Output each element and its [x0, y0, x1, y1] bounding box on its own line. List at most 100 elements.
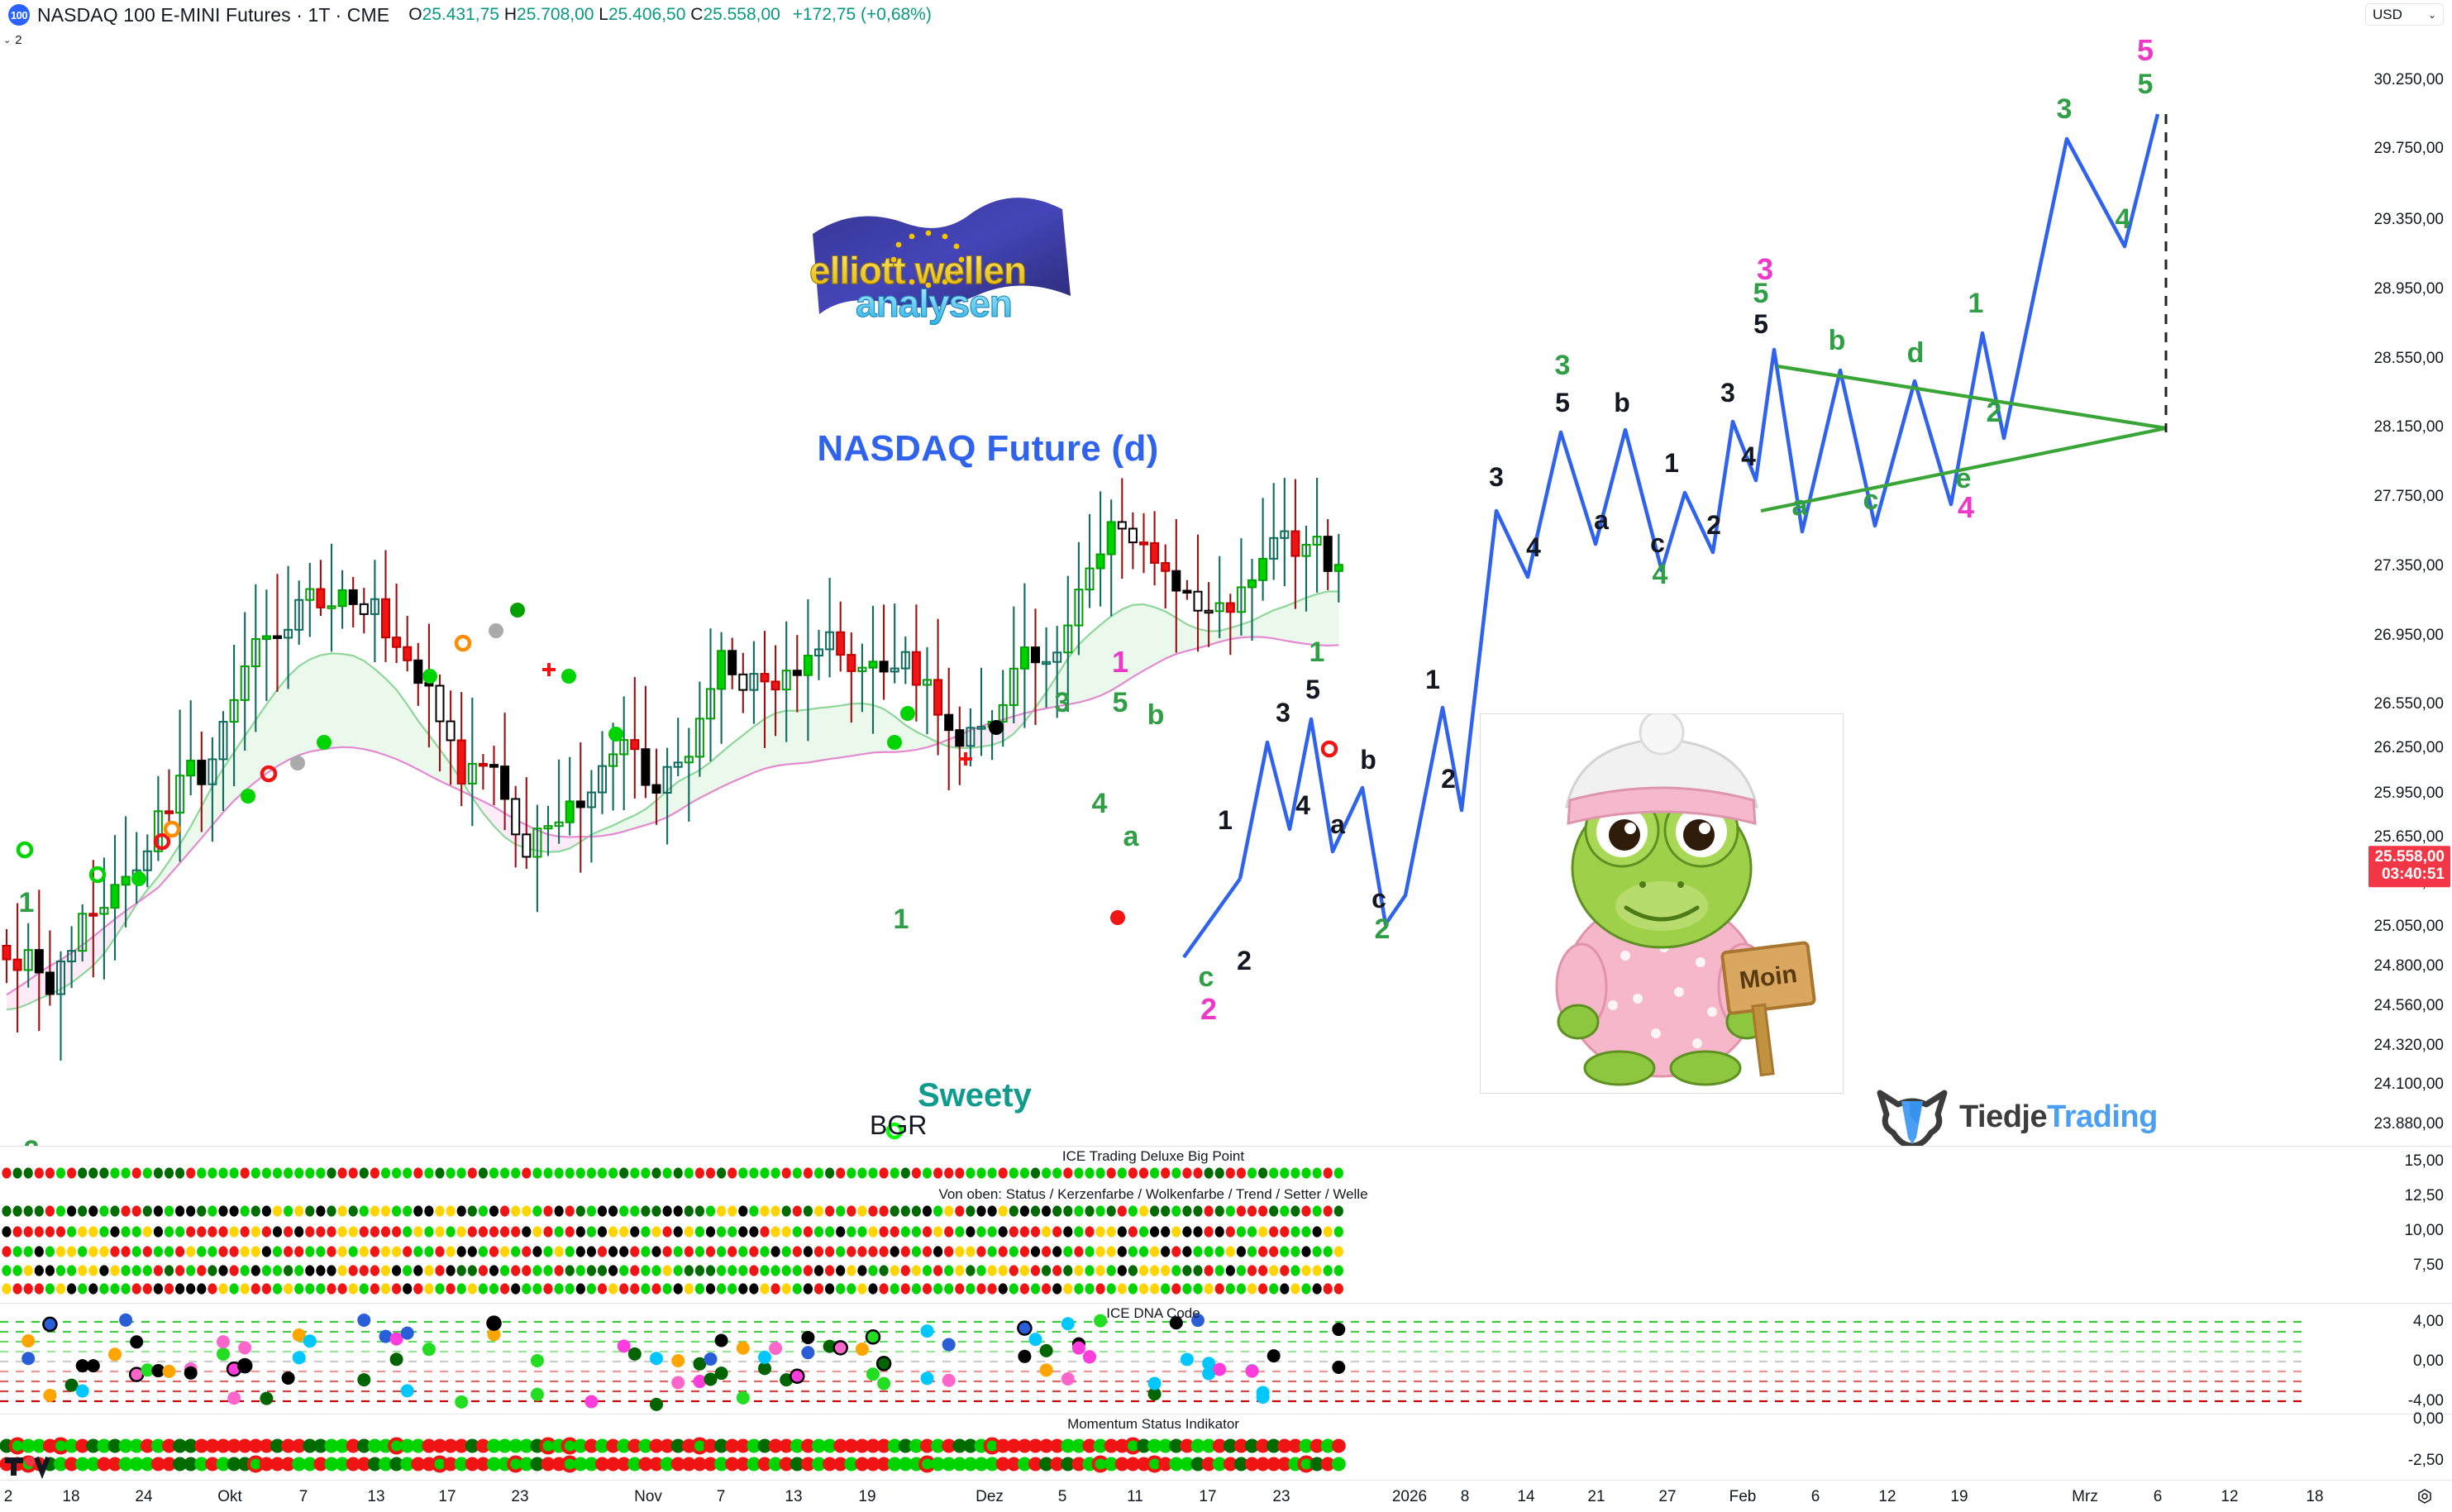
wave-label: 1 [1309, 637, 1325, 668]
pane-ice-trading-deluxe-big-point[interactable]: ICE Trading Deluxe Big Point Von oben: S… [0, 1146, 2307, 1303]
open-label: O [408, 5, 422, 24]
time-tick: Dez [976, 1488, 1004, 1505]
triangle-trendlines [1760, 114, 2168, 513]
momentum-dot-row [0, 1437, 1346, 1473]
price-tick: 24.560,00 [2373, 996, 2444, 1014]
elliott-wave-labels: 121351b4ac2123451abc2123453bac41234553bd… [19, 15, 2160, 1146]
sweety-annotation: Sweety [918, 1077, 1032, 1114]
price-tick: 25.950,00 [2373, 785, 2444, 803]
pane-momentum-status-indikator[interactable]: Momentum Status Indikator [0, 1414, 2307, 1480]
price-tick: 27.350,00 [2373, 556, 2444, 575]
pane1-title: ICE Trading Deluxe Big Point [1061, 1148, 1245, 1164]
time-tick: Okt [217, 1488, 242, 1505]
current-price-marker: 25.558,00 03:40:51 [2369, 846, 2450, 887]
mascot-image: Moin [1480, 713, 1844, 1094]
chart-header-bar: 100 NASDAQ 100 E-MINI Futures · 1T · CME… [0, 0, 2452, 30]
wave-label: 4 [1295, 790, 1310, 820]
pane3-tick: 0,00 [2413, 1410, 2444, 1428]
wave-label: 4 [1741, 441, 1756, 471]
tiedje-text-a: Tiedje [1959, 1099, 2048, 1134]
pane1-subtitle: Von oben: Status / Kerzenfarbe / Wolkenf… [938, 1186, 1368, 1202]
wave-label: 1 [1425, 665, 1440, 694]
wave-label: 5 [1753, 309, 1768, 339]
tiedje-text-b: Trading [2047, 1099, 2158, 1134]
wave-label: 2 [1441, 764, 1456, 794]
pane-ice-dna-code[interactable]: ICE DNA Code [0, 1303, 2307, 1414]
price-tick: 28.550,00 [2373, 349, 2444, 367]
time-tick: 12 [2221, 1488, 2239, 1505]
price-tick: 23.880,00 [2373, 1115, 2444, 1133]
time-tick: 11 [1127, 1488, 1143, 1505]
wave-label: 5 [1753, 278, 1769, 309]
wave-label: 4 [1958, 490, 1974, 524]
price-chart-svg: 121351b4ac2123451abc2123453bac41234553bd… [2, 15, 2168, 1146]
pane2-scale: 4,00 0,00 -4,00 [2307, 1303, 2452, 1414]
time-tick: 2026 [1391, 1488, 1428, 1505]
tradingview-logo[interactable] [5, 1451, 55, 1480]
time-tick: Feb [1729, 1488, 1757, 1505]
high-label: H [503, 5, 518, 24]
wave-label: a [1330, 809, 1345, 839]
currency-label: USD [2373, 6, 2402, 22]
price-tick: 28.950,00 [2373, 279, 2444, 298]
tiedje-trading-logo: TiedjeTrading [1877, 1081, 2207, 1146]
high-value: 25.708,00 [517, 5, 594, 24]
price-tick: 30.250,00 [2373, 70, 2444, 88]
pane1-tick: 10,00 [2404, 1222, 2444, 1239]
price-axis[interactable]: 30.250,00 29.750,00 29.350,00 28.950,00 28.5… [2307, 15, 2452, 1146]
wave-label: 5 [2137, 33, 2154, 67]
price-tick: 26.250,00 [2373, 739, 2444, 757]
ohlc-readout: O25.431,75 H25.708,00 L25.406,50 C25.558… [408, 5, 932, 25]
wave-label: 3 [1555, 350, 1571, 381]
wave-label: 2 [1706, 510, 1721, 540]
currency-selector[interactable]: USD ⌄ [2365, 3, 2444, 26]
wave-label: 2 [1987, 397, 2002, 428]
wave-label: 3 [1720, 378, 1735, 408]
legend-count: 2 [15, 33, 22, 47]
symbol-title[interactable]: NASDAQ 100 E-MINI Futures · 1T · CME [37, 3, 390, 26]
pane3-tick: -2,50 [2407, 1452, 2444, 1469]
price-chart-plot[interactable]: 121351b4ac2123451abc2123453bac41234553bd… [0, 15, 2307, 1146]
candlestick-series [2, 478, 1343, 1061]
svg-text:analysen: analysen [856, 282, 1012, 325]
time-tick: 7 [716, 1488, 726, 1505]
wave-label: 5 [1113, 687, 1128, 718]
price-tick: 25.050,00 [2373, 917, 2444, 935]
indicator-legend-row[interactable]: ⌄ 2 [3, 33, 22, 47]
time-tick: 6 [2153, 1488, 2163, 1505]
dna-code-scatter [0, 1313, 2307, 1411]
wave-label: 1 [894, 904, 909, 935]
time-tick: 18 [62, 1488, 80, 1505]
time-tick: 27 [1658, 1488, 1677, 1505]
price-tick: 26.550,00 [2373, 695, 2444, 713]
time-tick: 6 [1810, 1488, 1820, 1505]
time-tick: 19 [858, 1488, 876, 1505]
wave-label: 4 [1653, 559, 1668, 590]
price-tick: 27.750,00 [2373, 488, 2444, 506]
pane1-tick: 7,50 [2413, 1257, 2444, 1274]
elliott-wave-projection [1182, 113, 2160, 959]
wave-label: 5 [1305, 675, 1320, 704]
pane1-tick: 15,00 [2404, 1152, 2444, 1170]
gear-icon[interactable] [2416, 1489, 2434, 1507]
pane2-tick: -4,00 [2407, 1392, 2444, 1409]
wave-label: 3 [2057, 93, 2073, 125]
open-value: 25.431,75 [422, 5, 499, 24]
price-tick: 28.150,00 [2373, 418, 2444, 436]
bgr-annotation: BGR [870, 1110, 928, 1140]
wave-label: 2 [1375, 913, 1391, 945]
bar-countdown: 03:40:51 [2381, 866, 2445, 884]
chart-title: NASDAQ Future (d) [817, 428, 1159, 469]
price-tick: 26.950,00 [2373, 626, 2444, 644]
wave-label: 2 [1237, 946, 1252, 975]
wave-label: 3 [1489, 462, 1504, 492]
low-label: L [599, 5, 608, 24]
wave-label: d [1907, 337, 1925, 369]
wave-label: a [1123, 821, 1140, 852]
wave-label: 1 [19, 887, 35, 918]
time-axis[interactable]: 2 18 24 Okt 7 13 17 23 Nov 7 13 19 Dez 5 11 17 23 2026 8 14… [0, 1480, 2452, 1512]
tiedje-wordmark: TiedjeTrading [1959, 1099, 2158, 1135]
pane3-scale: 0,00 -2,50 [2307, 1410, 2452, 1480]
chevron-down-icon: ⌄ [3, 36, 12, 45]
time-tick: Nov [634, 1488, 662, 1505]
